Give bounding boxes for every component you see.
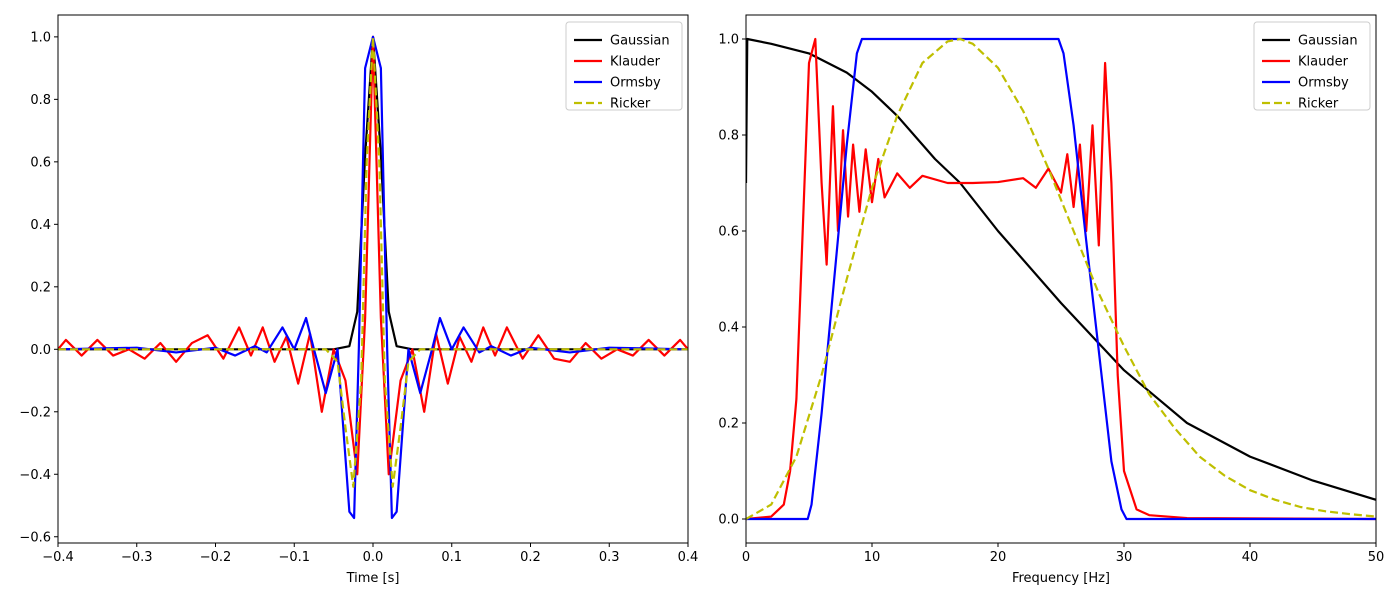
legend-label: Ricker <box>610 97 651 112</box>
legend-label: Gaussian <box>610 34 670 49</box>
x-tick: 0.2 <box>520 543 541 565</box>
y-tick: −0.2 <box>19 405 58 420</box>
x-tick-label: 0.3 <box>599 550 620 565</box>
legend-entry-klauder: Klauder <box>574 55 661 70</box>
x-tick: 50 <box>1368 543 1385 565</box>
y-tick-label: 0.0 <box>718 513 739 528</box>
series-line-gaussian <box>746 37 1376 501</box>
series-line-klauder <box>746 37 1376 521</box>
frequency-domain-panel: 0 10 20 30 40 50 0.0 0.2 0.4 0.6 0.8 1.0 Frequency [… <box>718 14 1385 586</box>
y-tick: −0.4 <box>19 468 58 483</box>
legend-label: Klauder <box>610 55 661 70</box>
x-tick-label: 0.1 <box>441 550 462 565</box>
legend-label: Ricker <box>1298 97 1339 112</box>
x-tick-label: −0.1 <box>278 550 310 565</box>
x-tick-label: 20 <box>990 550 1007 565</box>
x-tick: 20 <box>990 543 1007 565</box>
x-tick-label: 30 <box>1116 550 1133 565</box>
legend: Gaussian Klauder Ormsby Ricker <box>565 21 683 112</box>
series-line-ricker <box>746 37 1376 520</box>
x-axis-label: Frequency [Hz] <box>1012 571 1110 586</box>
legend-entry-ricker: Ricker <box>574 97 651 112</box>
legend-box <box>1253 21 1371 111</box>
x-axis-label: Time [s] <box>346 571 400 586</box>
x-tick-label: 40 <box>1242 550 1259 565</box>
legend-entry-gaussian: Gaussian <box>574 34 670 49</box>
legend-entry-ormsby: Ormsby <box>574 76 661 91</box>
x-tick-label: −0.4 <box>42 550 74 565</box>
y-tick: 0.4 <box>718 321 746 336</box>
y-tick: 0.0 <box>718 513 746 528</box>
x-tick-label: 0.0 <box>363 550 384 565</box>
y-tick-label: 0.8 <box>718 129 739 144</box>
y-tick: 0.2 <box>30 280 58 295</box>
x-tick: 0.4 <box>678 543 699 565</box>
legend-label: Gaussian <box>1298 34 1358 49</box>
axes-frame <box>745 14 1377 544</box>
y-tick: 0.0 <box>30 343 58 358</box>
legend-label: Klauder <box>1298 55 1349 70</box>
y-tick: 0.4 <box>30 218 58 233</box>
x-tick: −0.1 <box>278 543 310 565</box>
x-tick-label: 10 <box>864 550 881 565</box>
y-tick-label: 1.0 <box>30 30 51 45</box>
y-tick-label: −0.6 <box>19 530 51 545</box>
y-tick-label: 0.0 <box>30 343 51 358</box>
x-tick: 0 <box>742 543 750 565</box>
y-tick-label: 0.2 <box>30 280 51 295</box>
x-tick: 30 <box>1116 543 1133 565</box>
legend-label: Ormsby <box>610 76 661 91</box>
y-tick: 1.0 <box>718 33 746 48</box>
y-tick: 0.6 <box>718 225 746 240</box>
y-tick: 0.6 <box>30 155 58 170</box>
y-tick: 1.0 <box>30 30 58 45</box>
x-tick-label: 0.4 <box>678 550 699 565</box>
y-tick-label: 0.8 <box>30 93 51 108</box>
legend-label: Ormsby <box>1298 76 1349 91</box>
y-tick-label: 0.6 <box>718 225 739 240</box>
series-line-ormsby <box>746 37 1376 521</box>
x-tick: 0.3 <box>599 543 620 565</box>
legend: Gaussian Klauder Ormsby Ricker <box>1253 21 1371 112</box>
x-tick: 40 <box>1242 543 1259 565</box>
series-line-ricker <box>58 35 688 488</box>
x-tick: −0.4 <box>42 543 74 565</box>
y-tick: 0.8 <box>718 129 746 144</box>
y-tick-label: 1.0 <box>718 33 739 48</box>
x-tick-label: −0.2 <box>200 550 232 565</box>
legend-entry-ormsby: Ormsby <box>1262 76 1349 91</box>
x-tick-label: 0.2 <box>520 550 541 565</box>
y-tick-label: 0.2 <box>718 417 739 432</box>
legend-entry-ricker: Ricker <box>1262 97 1339 112</box>
x-tick-label: 0 <box>742 550 750 565</box>
y-tick: −0.6 <box>19 530 58 545</box>
y-tick-label: −0.4 <box>19 468 51 483</box>
legend-box <box>565 21 683 111</box>
x-tick: −0.2 <box>200 543 232 565</box>
y-tick-label: 0.4 <box>718 321 739 336</box>
y-tick-label: −0.2 <box>19 405 51 420</box>
x-tick: 0.1 <box>441 543 462 565</box>
x-tick-label: 50 <box>1368 550 1385 565</box>
time-domain-panel: −0.4 −0.3 −0.2 −0.1 0.0 0.1 0.2 0.3 0.4 −0.6 −0.4 −… <box>19 14 699 586</box>
x-tick: 10 <box>864 543 881 565</box>
y-tick-label: 0.4 <box>30 218 51 233</box>
legend-entry-klauder: Klauder <box>1262 55 1349 70</box>
legend-entry-gaussian: Gaussian <box>1262 34 1358 49</box>
y-tick: 0.2 <box>718 417 746 432</box>
x-tick-label: −0.3 <box>121 550 153 565</box>
y-tick-label: 0.6 <box>30 155 51 170</box>
y-tick: 0.8 <box>30 93 58 108</box>
x-tick: 0.0 <box>363 543 384 565</box>
x-tick: −0.3 <box>121 543 153 565</box>
